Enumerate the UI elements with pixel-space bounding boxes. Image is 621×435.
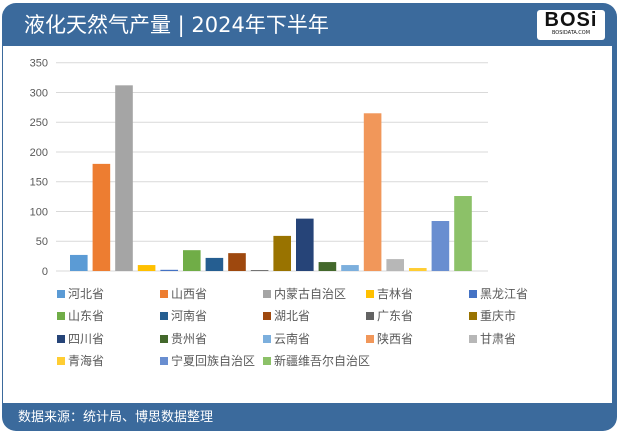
bar-17 xyxy=(431,221,450,271)
legend-swatch xyxy=(160,357,168,365)
y-tick-label: 50 xyxy=(36,236,48,248)
bar-7 xyxy=(205,257,224,271)
legend-item: 山西省 xyxy=(160,284,207,304)
data-source: 数据来源：统计局、博思数据整理 xyxy=(18,410,214,425)
legend-label: 山东省 xyxy=(68,309,105,323)
legend-label: 贵州省 xyxy=(171,332,208,346)
bosi-logo: BOSi BOSIDATA.COM xyxy=(537,10,605,40)
legend-swatch xyxy=(160,290,168,298)
y-tick-label: 150 xyxy=(30,177,48,189)
legend-swatch xyxy=(160,312,168,320)
legend-label: 广东省 xyxy=(377,309,414,323)
y-tick-label: 100 xyxy=(30,206,48,218)
legend-label: 云南省 xyxy=(274,332,311,346)
bar-13 xyxy=(341,265,359,271)
legend-label: 吉林省 xyxy=(377,287,414,301)
legend-label: 山西省 xyxy=(171,287,208,301)
legend-swatch xyxy=(160,335,168,343)
legend-label: 甘肃省 xyxy=(480,332,517,346)
bar-15 xyxy=(386,259,404,271)
legend-item: 河南省 xyxy=(160,306,207,326)
legend-swatch xyxy=(263,290,271,298)
y-tick-label: 0 xyxy=(42,266,48,278)
legend-label: 内蒙古自治区 xyxy=(274,287,347,301)
legend-item: 重庆市 xyxy=(469,306,516,326)
y-tick-label: 200 xyxy=(30,147,48,159)
legend-label: 新疆维吾尔自治区 xyxy=(274,354,371,368)
y-tick-label: 250 xyxy=(30,117,48,129)
legend-label: 四川省 xyxy=(68,332,105,346)
legend-swatch xyxy=(469,312,477,320)
legend-swatch xyxy=(366,290,374,298)
bar-4 xyxy=(137,265,156,271)
legend-swatch xyxy=(57,357,65,365)
legend-swatch xyxy=(469,290,477,298)
logo-subtext: BOSIDATA.COM xyxy=(551,30,591,36)
legend-swatch xyxy=(57,290,65,298)
legend-item: 广东省 xyxy=(366,306,413,326)
bar-2 xyxy=(92,163,111,271)
legend-item: 黑龙江省 xyxy=(469,284,528,304)
bar-9 xyxy=(250,270,269,271)
bar-16 xyxy=(409,268,427,271)
legend-label: 湖北省 xyxy=(274,309,311,323)
bar-18 xyxy=(454,196,472,271)
legend-swatch xyxy=(263,357,271,365)
legend-label: 河南省 xyxy=(171,309,208,323)
legend-label: 陕西省 xyxy=(377,332,414,346)
legend-label: 黑龙江省 xyxy=(480,287,529,301)
bar-11 xyxy=(296,218,314,271)
bar-10 xyxy=(273,235,291,271)
legend-item: 宁夏回族自治区 xyxy=(160,351,255,371)
legend-item: 内蒙古自治区 xyxy=(263,284,346,304)
bar-14 xyxy=(363,113,382,271)
legend-item: 贵州省 xyxy=(160,329,207,349)
legend-item: 云南省 xyxy=(263,329,310,349)
legend-item: 山东省 xyxy=(57,306,104,326)
page-title: 液化天然气产量 | 2024年下半年 xyxy=(24,13,329,37)
legend-swatch xyxy=(57,312,65,320)
legend-item: 新疆维吾尔自治区 xyxy=(263,351,370,371)
y-tick-label: 350 xyxy=(30,58,48,70)
logo-text: BOSi xyxy=(544,9,598,31)
legend-label: 青海省 xyxy=(68,354,105,368)
legend-swatch xyxy=(263,312,271,320)
legend-item: 陕西省 xyxy=(366,329,413,349)
legend-item: 青海省 xyxy=(57,351,104,371)
legend-item: 四川省 xyxy=(57,329,104,349)
legend-item: 吉林省 xyxy=(366,284,413,304)
legend-swatch xyxy=(366,335,374,343)
legend-item: 甘肃省 xyxy=(469,329,516,349)
bar-5 xyxy=(160,269,178,271)
legend-swatch xyxy=(469,335,477,343)
bar-6 xyxy=(183,250,201,271)
legend-swatch xyxy=(263,335,271,343)
legend-swatch xyxy=(57,335,65,343)
y-tick-label: 300 xyxy=(30,87,48,99)
legend-label: 宁夏回族自治区 xyxy=(171,354,256,368)
legend-item: 河北省 xyxy=(57,284,104,304)
legend-item: 湖北省 xyxy=(263,306,310,326)
bar-1 xyxy=(70,254,88,271)
bar-12 xyxy=(318,262,337,271)
bar-8 xyxy=(228,253,246,271)
legend-swatch xyxy=(366,312,374,320)
bar-3 xyxy=(115,85,133,271)
legend-label: 河北省 xyxy=(68,287,105,301)
legend-label: 重庆市 xyxy=(480,309,517,323)
